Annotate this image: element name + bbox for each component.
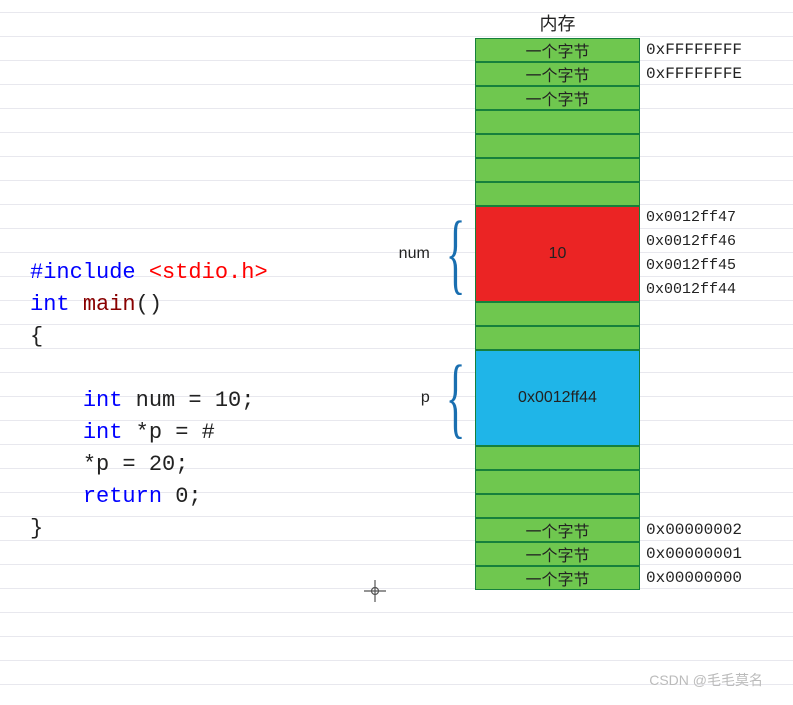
label-empty [395, 302, 475, 326]
num-addrs: 0x0012ff47 0x0012ff46 0x0012ff45 0x0012f… [640, 206, 785, 302]
gap-cell [475, 110, 640, 134]
gap-cell [475, 470, 640, 494]
return-rest: 0; [162, 484, 202, 509]
addr-bot-1: 0x00000000 [640, 566, 785, 590]
p-cell: 0x0012ff44 [475, 350, 640, 446]
byte-cell: 一个字节 [475, 566, 640, 590]
gap-cell [475, 134, 640, 158]
addr-empty [640, 182, 785, 206]
num-addr-2: 0x0012ff45 [646, 255, 736, 277]
lbrace: { [30, 324, 43, 349]
include-keyword: #include [30, 260, 136, 285]
label-empty [395, 566, 475, 590]
addr-empty [640, 470, 785, 494]
code-line-1: int num = 10; [83, 388, 255, 413]
num-addr-0: 0x0012ff47 [646, 207, 736, 229]
addr-empty [640, 134, 785, 158]
gap-cell [475, 182, 640, 206]
label-empty [395, 134, 475, 158]
byte-cell: 一个字节 [475, 518, 640, 542]
num-addr-3: 0x0012ff44 [646, 279, 736, 301]
gap-cell [475, 326, 640, 350]
label-empty [395, 518, 475, 542]
label-empty [395, 86, 475, 110]
byte-cell: 一个字节 [475, 542, 640, 566]
label-empty [395, 446, 475, 470]
addr-empty [640, 158, 785, 182]
label-empty [395, 542, 475, 566]
num-label: num [399, 245, 430, 263]
num-label-col: num { [395, 206, 475, 302]
gap-cell [475, 494, 640, 518]
addr-empty [640, 494, 785, 518]
cursor-crosshair-icon [364, 580, 386, 608]
byte-cell: 一个字节 [475, 86, 640, 110]
memory-diagram: 内存 一个字节 0xFFFFFFFF 一个字节 0xFFFFFFFE 一个字节 … [395, 10, 785, 590]
num-addr-1: 0x0012ff46 [646, 231, 736, 253]
parens: () [136, 292, 162, 317]
label-empty [395, 158, 475, 182]
gap-cell [475, 302, 640, 326]
gap-cell [475, 446, 640, 470]
main-name: main [83, 292, 136, 317]
include-target: <stdio.h> [149, 260, 268, 285]
label-empty [395, 182, 475, 206]
addr-top-2: 0xFFFFFFFE [640, 62, 785, 86]
byte-cell: 一个字节 [475, 62, 640, 86]
addr-empty [640, 86, 785, 110]
num-cell: 10 [475, 206, 640, 302]
label-empty [395, 326, 475, 350]
addr-empty [640, 110, 785, 134]
addr-top-1: 0xFFFFFFFF [640, 38, 785, 62]
code-block: #include <stdio.h> int main() { int num … [30, 225, 268, 545]
label-empty [395, 38, 475, 62]
memory-table: 一个字节 0xFFFFFFFF 一个字节 0xFFFFFFFE 一个字节 num… [395, 38, 785, 590]
code-line-2: int *p = # [83, 420, 215, 445]
label-empty [395, 110, 475, 134]
rbrace: } [30, 516, 43, 541]
addr-empty [640, 302, 785, 326]
byte-cell: 一个字节 [475, 38, 640, 62]
gap-cell [475, 158, 640, 182]
addr-empty [640, 446, 785, 470]
code-line-3: *p = 20; [83, 452, 189, 477]
int-keyword-1: int [30, 292, 70, 317]
label-empty [395, 494, 475, 518]
watermark: CSDN @毛毛莫名 [649, 670, 763, 690]
addr-bot-2: 0x00000001 [640, 542, 785, 566]
p-label-col: p { [395, 350, 475, 446]
addr-bot-3: 0x00000002 [640, 518, 785, 542]
label-empty [395, 470, 475, 494]
memory-header: 内存 [475, 10, 640, 36]
return-keyword: return [83, 484, 162, 509]
p-label: p [421, 389, 430, 407]
addr-empty [640, 326, 785, 350]
p-addrs [640, 350, 785, 446]
label-empty [395, 62, 475, 86]
